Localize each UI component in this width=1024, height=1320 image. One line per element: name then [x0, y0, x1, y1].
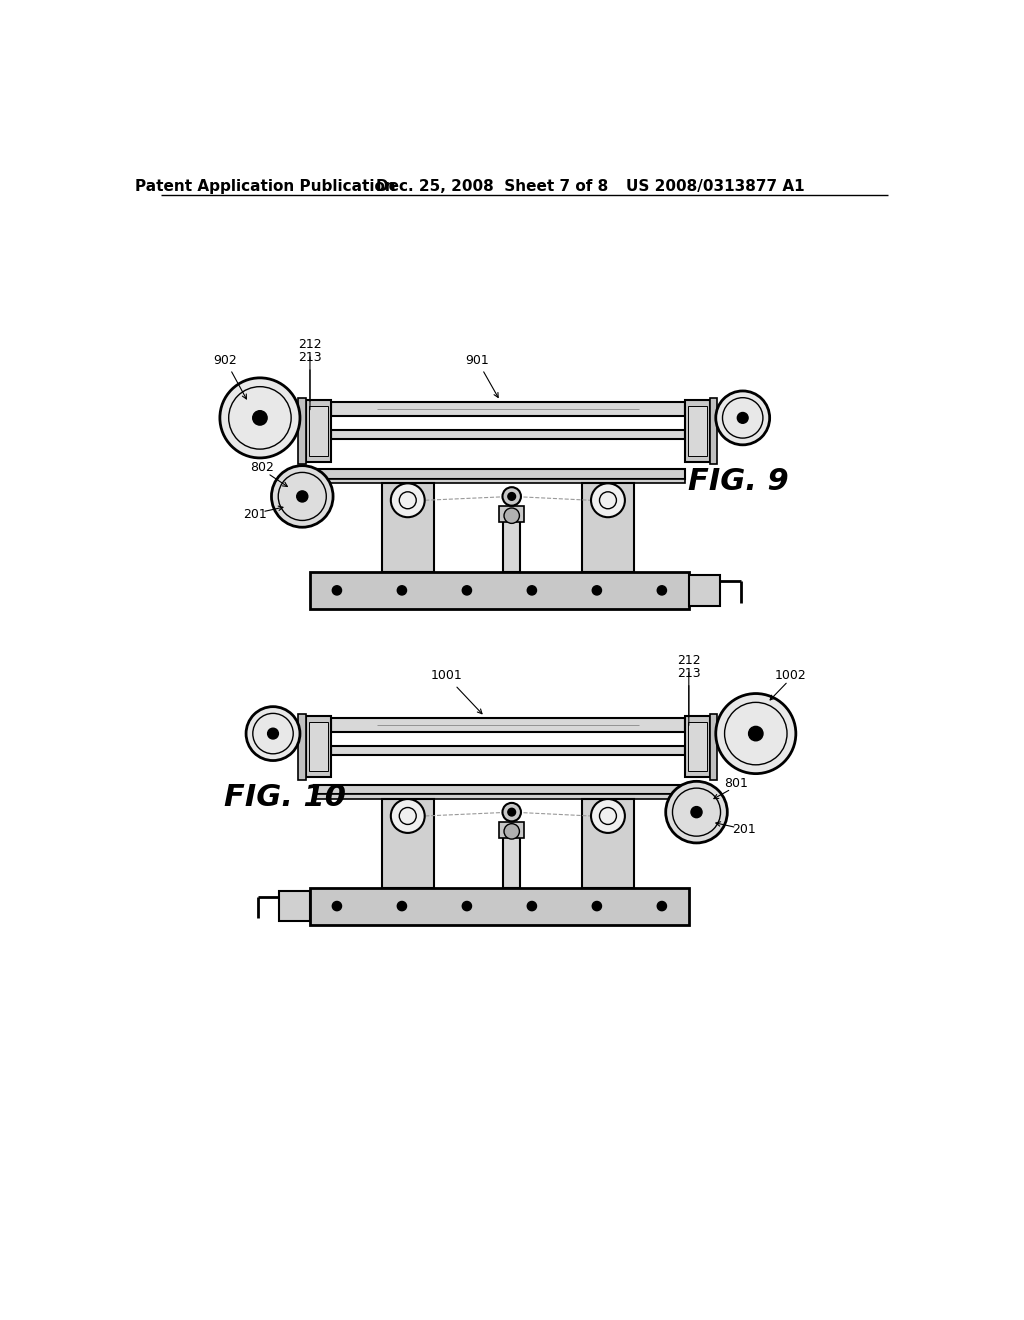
Circle shape: [297, 491, 308, 502]
Circle shape: [397, 586, 407, 595]
Bar: [331, 718, 685, 733]
Circle shape: [333, 902, 342, 911]
Text: 213: 213: [298, 351, 322, 409]
Circle shape: [503, 803, 521, 821]
Bar: [306, 400, 331, 462]
Bar: [310, 572, 689, 609]
Circle shape: [271, 466, 333, 527]
Circle shape: [503, 487, 521, 506]
Text: 201: 201: [732, 824, 756, 837]
Circle shape: [391, 799, 425, 833]
Circle shape: [666, 781, 727, 843]
Circle shape: [716, 391, 770, 445]
Circle shape: [462, 586, 471, 595]
Circle shape: [749, 726, 763, 741]
Text: 212: 212: [298, 338, 322, 401]
Text: 201: 201: [243, 508, 266, 520]
Circle shape: [246, 706, 300, 760]
Bar: [503, 830, 520, 887]
Bar: [688, 407, 707, 455]
Bar: [280, 891, 310, 921]
Bar: [313, 479, 685, 483]
Text: 802: 802: [250, 462, 274, 474]
Bar: [500, 507, 524, 521]
Text: Dec. 25, 2008  Sheet 7 of 8: Dec. 25, 2008 Sheet 7 of 8: [377, 180, 608, 194]
Bar: [313, 795, 685, 799]
Bar: [685, 715, 710, 777]
Bar: [582, 799, 634, 887]
Circle shape: [504, 824, 519, 840]
Text: 902: 902: [213, 354, 247, 399]
Bar: [310, 887, 689, 924]
Circle shape: [657, 586, 667, 595]
Text: US 2008/0313877 A1: US 2008/0313877 A1: [627, 180, 805, 194]
Bar: [309, 407, 328, 455]
Circle shape: [267, 729, 279, 739]
Bar: [331, 746, 685, 755]
Circle shape: [592, 586, 601, 595]
Text: 212: 212: [677, 653, 700, 717]
Bar: [309, 722, 328, 771]
Circle shape: [333, 586, 342, 595]
Circle shape: [691, 807, 702, 817]
Text: 1002: 1002: [774, 669, 806, 682]
Circle shape: [527, 902, 537, 911]
Text: 213: 213: [677, 667, 700, 726]
Bar: [688, 722, 707, 771]
Circle shape: [527, 586, 537, 595]
Bar: [298, 714, 306, 780]
Text: 801: 801: [725, 777, 749, 791]
Bar: [710, 714, 717, 780]
Bar: [331, 430, 685, 440]
Bar: [503, 515, 520, 572]
Circle shape: [253, 411, 267, 425]
Circle shape: [591, 483, 625, 517]
Bar: [298, 397, 306, 465]
Bar: [500, 822, 524, 838]
Bar: [382, 799, 434, 887]
Text: 1001: 1001: [430, 669, 482, 714]
Circle shape: [220, 378, 300, 458]
Text: Patent Application Publication: Patent Application Publication: [135, 180, 395, 194]
Circle shape: [508, 808, 515, 816]
Bar: [689, 576, 720, 606]
Circle shape: [737, 413, 749, 424]
Text: 901: 901: [465, 354, 499, 397]
Circle shape: [657, 902, 667, 911]
Bar: [582, 483, 634, 572]
Text: FIG. 9: FIG. 9: [688, 467, 790, 496]
Circle shape: [716, 693, 796, 774]
Bar: [313, 470, 685, 479]
Bar: [685, 400, 710, 462]
Circle shape: [391, 483, 425, 517]
Bar: [331, 403, 685, 416]
Text: FIG. 10: FIG. 10: [223, 783, 345, 812]
Bar: [710, 397, 717, 465]
Circle shape: [504, 508, 519, 524]
Circle shape: [592, 902, 601, 911]
Circle shape: [591, 799, 625, 833]
Bar: [306, 715, 331, 777]
Bar: [313, 785, 685, 795]
Circle shape: [397, 902, 407, 911]
Circle shape: [462, 902, 471, 911]
Circle shape: [508, 492, 515, 500]
Bar: [382, 483, 434, 572]
